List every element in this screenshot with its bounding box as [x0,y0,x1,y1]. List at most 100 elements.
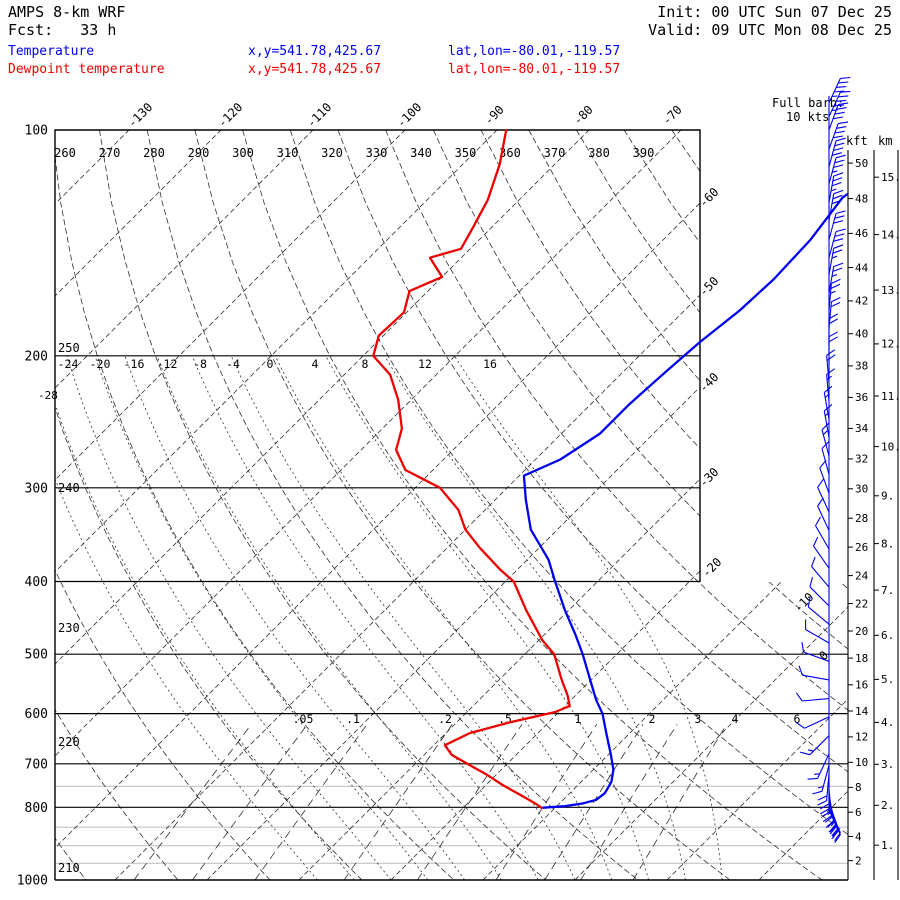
km-tick-label: 15. [881,171,900,184]
isotherm-right-label: -10 [791,590,816,615]
wind-barb [805,619,830,644]
pressure-tick-label: 500 [25,648,48,663]
wind-barb [798,665,830,681]
barb-legend-value: 10 kts [786,110,830,124]
kft-tick-label: 18 [855,652,868,665]
km-tick-label: 6. [881,629,894,642]
moist-adiabat-label: -24 [58,357,79,371]
moist-adiabat-label: 12 [418,357,432,371]
dry-adiabat-line [55,130,455,880]
wind-barb [828,807,841,842]
valid-time: Valid: 09 UTC Mon 08 Dec 25 [648,21,892,39]
moist-adiabat-line [55,355,355,880]
kft-tick-label: 10 [855,756,868,769]
moist-adiabat-label: 16 [483,357,497,371]
wind-barb [819,459,830,494]
wind-barb [823,403,833,438]
pressure-tick-label: 200 [25,349,48,364]
plot-border [54,129,701,880]
dry-adiabat-line [242,130,823,880]
wind-barb [828,210,846,240]
wind-barb [828,121,849,150]
kft-tick-label: 24 [855,569,869,582]
wind-barb [828,297,841,329]
km-tick-label: 11. [881,390,900,403]
legend-temperature-label: Temperature [8,44,95,59]
moist-adiabat-label: -4 [226,357,240,371]
legend-temperature-xy: x,y=541.78,425.67 [248,44,382,59]
mixing-ratio-label: .1 [346,712,360,726]
pressure-tick-label: 600 [25,707,48,722]
isotherm-top-label: -100 [394,100,424,130]
kft-tick-label: 16 [855,679,868,692]
dry-adiabat-line [55,130,363,880]
legend-temperature-latlon: lat,lon=-80.01,-119.57 [448,44,621,59]
theta-left-label: 240 [58,481,80,495]
isotherm-line [55,130,406,880]
wind-barb [795,692,830,702]
dry-adiabat-line [385,130,848,880]
km-tick-label: 3. [881,758,894,771]
moist-adiabat-label: -8 [193,357,207,371]
isotherm-line [574,130,848,880]
wind-barb [828,278,841,311]
mixing-ratio-line [192,724,308,880]
wind-barb [815,516,830,550]
wind-barb [828,76,851,104]
mixing-ratio-line [343,724,453,880]
barb-legend-title: Full barb: [772,96,845,110]
isotherm-top-label: -120 [215,100,245,130]
kft-tick-label: 42 [855,295,868,308]
mixing-ratio-line [417,724,523,880]
theta-top-label: 300 [232,146,254,160]
isotherm-top-label: -90 [482,103,507,128]
mixing-ratio-label: 6 [794,712,801,726]
theta-top-label: 270 [99,146,121,160]
mixing-ratio-line [133,724,252,880]
isotherm-right-label: -20 [699,555,724,580]
kft-tick-label: 20 [855,625,868,638]
legend-dewpoint-latlon: lat,lon=-80.01,-119.57 [448,62,621,77]
dry-adiabat-line [576,130,848,880]
wind-barb [826,349,836,383]
km-tick-label: 5. [881,673,894,686]
wind-barb [812,765,830,795]
wind-barb [828,244,844,275]
wind-barb [800,735,830,756]
dry-adiabat-line [194,130,731,880]
legend-dewpoint-xy: x,y=541.78,425.67 [248,62,382,77]
wind-barb [828,172,844,203]
wind-barb [817,478,830,513]
kft-tick-label: 28 [855,512,868,525]
kft-tick-label: 4 [855,830,862,843]
km-tick-label: 14. [881,228,900,241]
kft-tick-label: 32 [855,453,868,466]
wind-barb [817,773,830,806]
theta-top-label: 350 [455,146,477,160]
km-tick-label: 9. [881,490,894,503]
kft-tick-label: 36 [855,391,868,404]
mixing-ratio-line [495,724,598,880]
theta-top-label: 330 [366,146,388,160]
dry-adiabat-line [528,130,848,880]
temperature-profile-line [522,192,848,809]
mixing-ratio-line [544,724,644,880]
dry-adiabat-line [99,130,547,880]
moist-adiabat-label: 4 [312,357,319,371]
theta-left-label: 210 [58,861,80,875]
mixing-ratio-line [632,724,728,880]
mixing-ratio-label: 3 [695,712,702,726]
kft-tick-label: 26 [855,541,868,554]
wind-barb [801,642,830,662]
theta-top-label: 340 [410,146,432,160]
wind-barb [828,262,844,294]
km-tick-label: 8. [881,537,894,550]
kft-tick-label: 38 [855,360,868,373]
theta-left-label: 250 [58,341,80,355]
dry-adiabat-line [146,130,639,880]
kft-tick-label: 6 [855,806,862,819]
kft-tick-label: 50 [855,157,868,170]
moist-adiabat-line [55,355,318,880]
